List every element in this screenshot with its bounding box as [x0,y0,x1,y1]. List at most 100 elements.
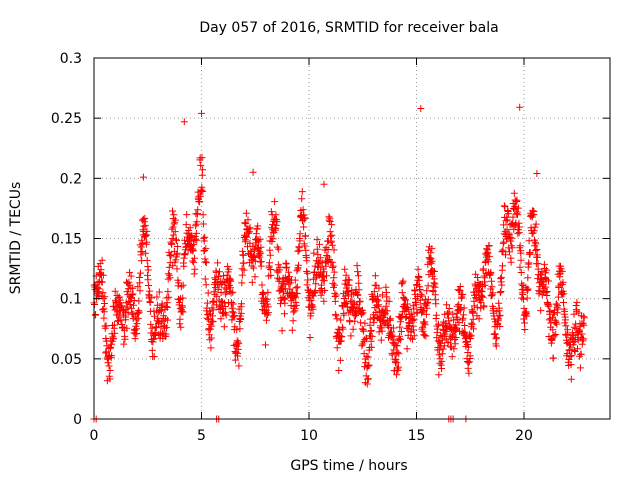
data-point [295,244,303,252]
x-tick-label: 15 [408,428,426,444]
data-point [201,233,209,241]
data-point [368,343,376,351]
data-point [409,335,416,343]
data-point [487,268,495,276]
data-point [289,317,297,325]
data-point [353,262,361,270]
data-point [173,249,181,257]
data-point [547,319,555,327]
data-point [192,229,200,237]
data-point [256,253,264,261]
data-point [191,254,198,262]
data-point [296,237,304,245]
data-point [513,210,521,218]
data-point [532,220,540,228]
data-point [355,286,363,294]
data-point [549,354,557,362]
data-point [317,291,325,299]
data-point [515,223,523,231]
data-point [523,312,531,320]
data-point [530,208,538,215]
data-point [306,334,314,341]
data-point [354,291,362,299]
data-point [196,198,204,206]
data-point [336,356,344,364]
data-point [396,336,404,344]
data-point [358,342,366,350]
data-point [238,265,246,273]
data-point [251,273,259,281]
data-point [116,296,124,304]
data-point [456,283,464,290]
data-point [217,315,225,323]
data-point [257,258,265,266]
data-point [251,257,259,265]
data-point [412,301,420,309]
data-point [565,356,573,363]
data-point [98,256,106,264]
data-point [492,335,500,343]
data-point [227,289,235,297]
data-point [416,286,424,293]
data-point [359,309,367,317]
data-point [164,288,172,296]
data-point [198,154,206,162]
data-point [530,227,538,235]
data-point [469,315,477,323]
data-point [107,343,115,351]
data-point [488,283,496,291]
x-tick-label: 0 [90,428,99,444]
data-point [217,289,225,296]
data-point [291,276,299,284]
data-point [122,313,130,321]
data-point [264,288,272,296]
data-point [395,350,403,358]
y-tick-label: 0.2 [60,171,82,187]
data-point [250,264,258,272]
data-point [524,274,532,282]
data-point [303,257,311,265]
data-point [145,282,153,289]
data-point [136,279,144,287]
data-point [443,301,451,309]
data-point [341,265,349,273]
data-point [466,330,474,338]
data-point [389,324,397,332]
data-point [133,320,141,328]
data-point [564,330,572,338]
data-point [393,359,401,367]
data-point [366,321,374,329]
data-point [146,299,154,306]
data-point [267,266,275,273]
data-point [517,269,525,276]
data-point [166,274,174,282]
data-point [201,247,208,254]
data-point [209,312,216,320]
data-point [347,332,355,340]
data-point [108,340,115,348]
data-point [300,223,308,231]
data-point [138,248,146,255]
data-point [199,187,207,195]
x-tick-label: 5 [197,428,206,444]
data-point [215,306,223,313]
data-point [242,209,250,217]
data-point [191,235,199,243]
data-point [578,330,586,338]
data-point [440,318,448,326]
data-point [566,352,574,360]
data-point [415,276,423,284]
data-point [191,265,199,273]
data-point [202,281,210,289]
data-point [546,307,554,315]
data-point [150,335,158,343]
data-point [396,323,404,331]
data-point [363,352,371,360]
data-point [509,213,517,221]
data-point [448,353,456,361]
data-point [138,236,146,244]
data-point [367,327,375,334]
data-point [272,211,280,219]
data-point [198,109,205,117]
data-point [432,311,440,319]
